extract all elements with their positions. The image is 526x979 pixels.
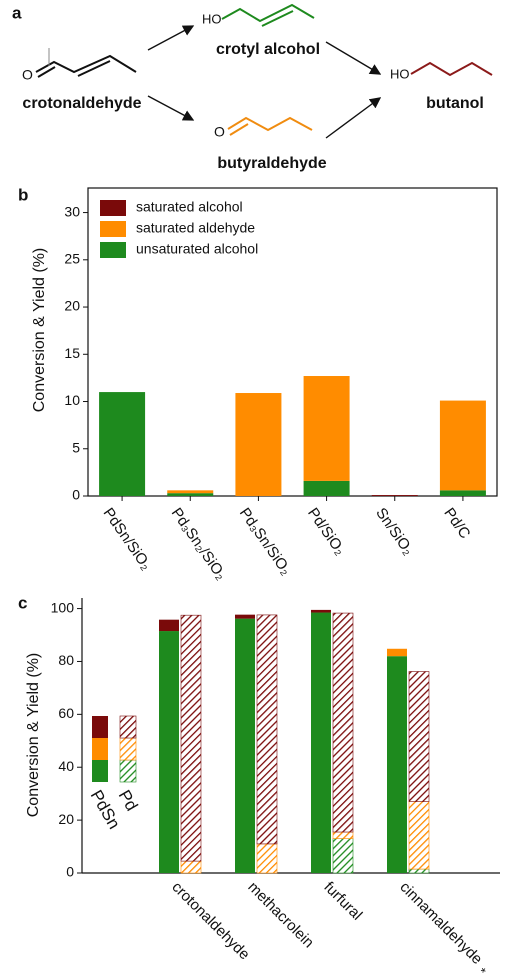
butyraldehyde-structure: O xyxy=(214,116,313,140)
panel-label: b xyxy=(18,185,28,204)
bar-segment xyxy=(439,490,486,496)
bar-segment xyxy=(371,495,418,496)
bar-segment xyxy=(303,480,350,496)
bar-segment xyxy=(256,843,278,874)
panel-label: c xyxy=(18,593,27,612)
bar-segment xyxy=(332,838,354,874)
y-tick-label: 25 xyxy=(64,251,80,267)
panel-label: a xyxy=(12,3,22,22)
plot-frame xyxy=(87,187,498,497)
x-tick-label: Pd/SiO₂ xyxy=(304,505,349,559)
bar-segment xyxy=(180,860,202,874)
legend-swatch xyxy=(119,759,137,783)
y-tick-label: 100 xyxy=(51,599,75,615)
legend-label: unsaturated alcohol xyxy=(136,241,258,257)
bond xyxy=(35,54,137,74)
y-axis-label: Conversion & Yield (%) xyxy=(31,248,48,413)
bond xyxy=(410,61,493,77)
x-tick-label: methacrolein xyxy=(244,879,317,952)
y-tick-label: 20 xyxy=(64,298,80,314)
legend-swatch xyxy=(119,715,137,739)
bar-segment xyxy=(439,400,486,491)
bar-segment xyxy=(408,868,430,874)
bar-segment xyxy=(303,376,350,481)
bar-segment xyxy=(256,614,278,845)
legend-label: saturated aldehyde xyxy=(136,220,255,236)
atom-label: O xyxy=(22,67,33,83)
crotyl-alcohol-structure: HO xyxy=(202,3,315,27)
bar-segment xyxy=(311,609,331,613)
y-tick-label: 5 xyxy=(72,439,80,455)
bar-segment xyxy=(311,612,331,873)
y-tick-label: 0 xyxy=(72,487,80,503)
bar-segment xyxy=(99,392,146,496)
arrow xyxy=(147,95,195,121)
y-axis-label: Conversion & Yield (%) xyxy=(25,653,42,818)
x-tick-label: Sn/SiO₂ xyxy=(372,505,417,559)
arrow xyxy=(325,41,382,75)
arrow xyxy=(147,25,195,51)
bar-segment xyxy=(235,614,255,619)
legend-swatch xyxy=(92,760,108,782)
arrow xyxy=(325,97,382,139)
butanol-structure: HO xyxy=(390,61,493,81)
bond xyxy=(77,60,111,77)
x-tick-label: Pd₃Sn₂/SiO₂ xyxy=(168,505,230,583)
y-tick-label: 60 xyxy=(58,705,74,721)
bar-segment xyxy=(180,614,202,862)
y-tick-label: 80 xyxy=(58,652,74,668)
bond xyxy=(37,66,56,78)
bar-segment xyxy=(167,493,214,496)
x-tick-label: PdSn/SiO₂ xyxy=(100,505,155,574)
bar-segment xyxy=(408,801,430,870)
crotonaldehyde-structure: O xyxy=(22,48,137,83)
legend-label: Pd xyxy=(115,787,142,815)
y-tick-label: 20 xyxy=(58,811,74,827)
bond xyxy=(227,116,313,132)
y-tick-label: 30 xyxy=(64,203,80,219)
bar-segment xyxy=(235,393,282,496)
atom-label: O xyxy=(214,124,225,140)
legend-swatch xyxy=(92,738,108,760)
bond xyxy=(229,123,249,136)
y-tick-label: 0 xyxy=(66,864,74,880)
legend-label: saturated alcohol xyxy=(136,199,243,215)
molecule-name: crotyl alcohol xyxy=(216,41,320,58)
bond xyxy=(221,3,315,23)
x-tick-label: crotonaldehyde xyxy=(168,879,253,964)
molecule-name: crotonaldehyde xyxy=(22,95,141,112)
bar-segment xyxy=(408,671,430,802)
bar-segment xyxy=(159,619,179,632)
legend-swatch xyxy=(119,737,137,761)
footnote-mark: * xyxy=(475,965,489,979)
y-tick-label: 40 xyxy=(58,758,74,774)
x-tick-label: cinnamaldehyde xyxy=(396,879,485,968)
y-tick-label: 10 xyxy=(64,392,80,408)
bar-segment xyxy=(387,648,407,657)
bond xyxy=(261,10,294,27)
bar-segment xyxy=(332,831,354,839)
bar-segment xyxy=(167,490,214,494)
bar-segment xyxy=(159,631,179,873)
x-tick-label: Pd/C xyxy=(440,505,473,542)
legend-swatch xyxy=(100,242,126,258)
atom-label: HO xyxy=(390,66,410,81)
legend-swatch xyxy=(100,221,126,237)
legend-swatch xyxy=(100,200,126,216)
x-tick-label: furfural xyxy=(320,879,365,924)
bar-segment xyxy=(235,618,255,873)
x-tick-label: Pd₃Sn/SiO₂ xyxy=(236,505,295,579)
molecule-name: butanol xyxy=(426,95,484,112)
y-tick-label: 15 xyxy=(64,345,80,361)
legend-swatch xyxy=(92,716,108,738)
bar-segment xyxy=(332,612,354,833)
bar-segment xyxy=(387,656,407,873)
molecule-name: butyraldehyde xyxy=(217,155,326,172)
atom-label: HO xyxy=(202,11,222,26)
